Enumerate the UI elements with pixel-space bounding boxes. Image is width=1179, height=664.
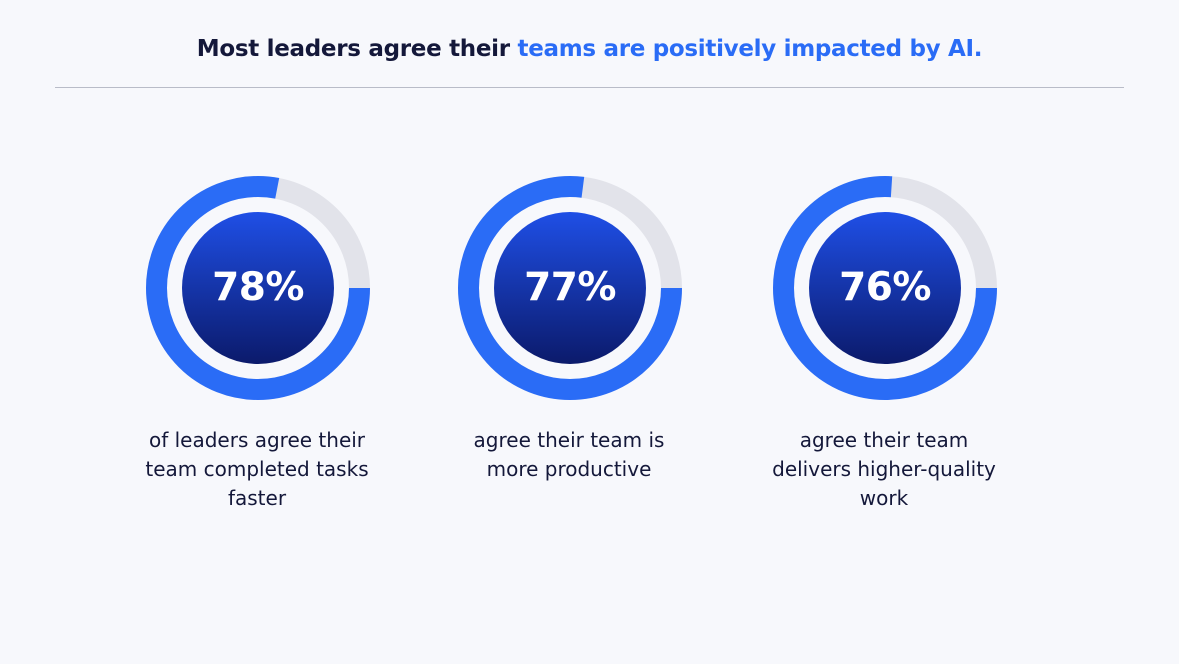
ring-value-arc <box>773 176 997 400</box>
donut-svg <box>146 176 370 400</box>
percent-label-3: 76% <box>839 265 931 310</box>
donut-svg <box>458 176 682 400</box>
center-disc <box>494 212 646 364</box>
percent-label-1: 78% <box>212 265 304 310</box>
description-line: faster <box>227 486 287 510</box>
donut-ring-1 <box>146 176 370 400</box>
title-plain: Most leaders agree their <box>196 36 518 62</box>
description-line: work <box>859 486 909 510</box>
description-line: of leaders agree their <box>148 428 366 452</box>
donut-ring-3 <box>773 176 997 400</box>
stat-description-2: agree their team is more productive <box>424 426 714 484</box>
stat-card-3: 76% agree their team delivers higher-qua… <box>739 0 1029 664</box>
title-highlight: teams are positively impacted by AI. <box>517 36 983 62</box>
description-line: team completed tasks <box>145 457 369 481</box>
stat-description-1: of leaders agree their team completed ta… <box>112 426 402 513</box>
stat-card-2: 77% agree their team is more productive <box>424 0 714 664</box>
ring-value-arc <box>146 176 370 400</box>
percent-label-2: 77% <box>524 265 616 310</box>
chart-title: Most leaders agree their teams are posit… <box>0 36 1179 62</box>
stat-description-3: agree their team delivers higher-quality… <box>739 426 1029 513</box>
title-divider <box>55 87 1124 88</box>
ring-value-arc <box>458 176 682 400</box>
donut-ring-2 <box>458 176 682 400</box>
center-disc <box>182 212 334 364</box>
donut-svg <box>773 176 997 400</box>
description-line: agree their team is <box>473 428 665 452</box>
center-disc <box>809 212 961 364</box>
description-line: agree their team <box>799 428 969 452</box>
description-line: more productive <box>486 457 652 481</box>
description-line: delivers higher-quality <box>772 457 996 481</box>
stat-card-1: 78% of leaders agree their team complete… <box>112 0 402 664</box>
